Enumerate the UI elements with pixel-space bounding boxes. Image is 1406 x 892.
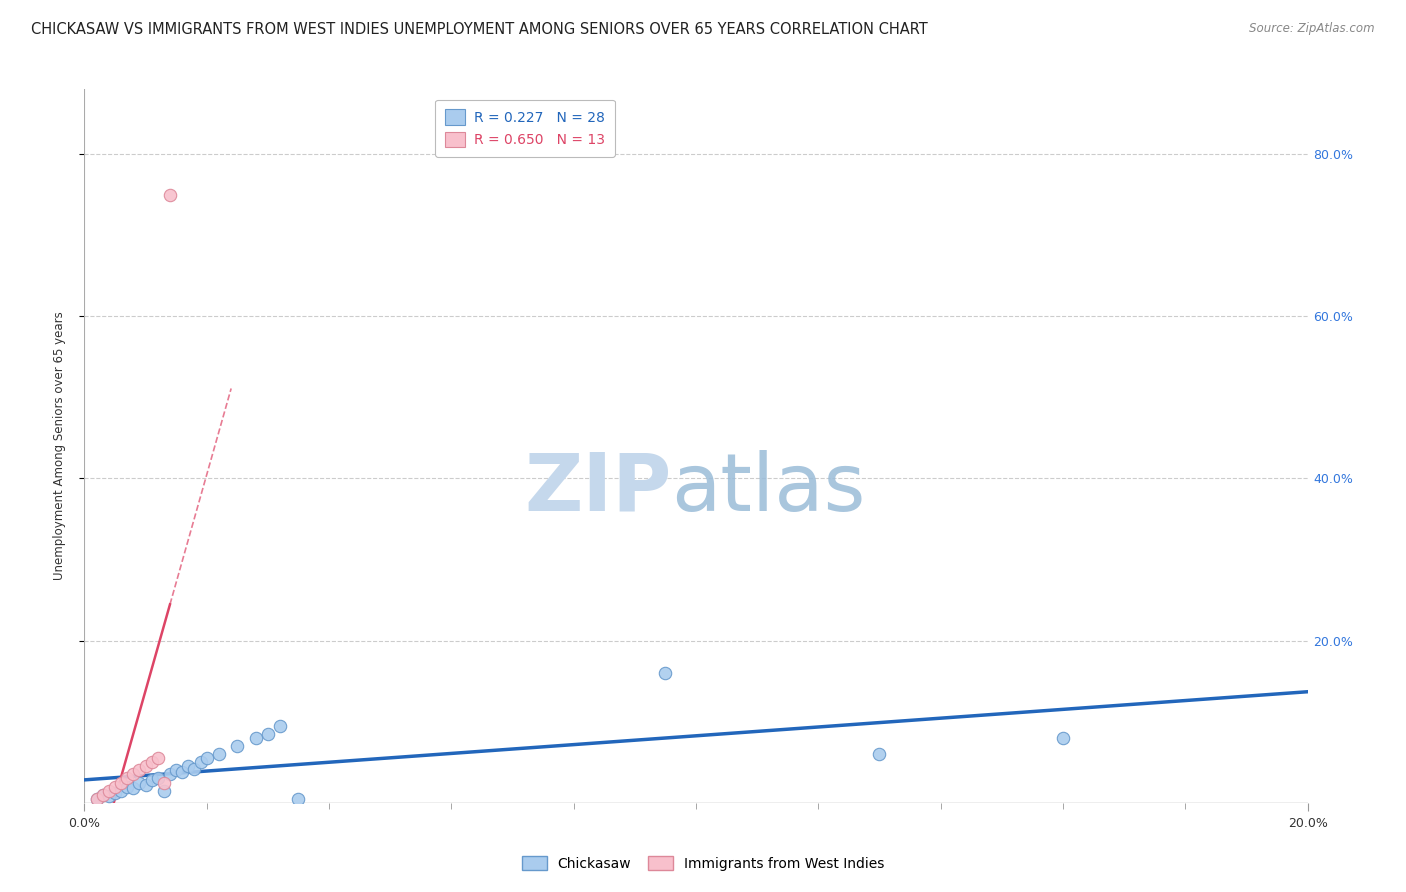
Point xyxy=(110,775,132,789)
Point xyxy=(115,772,138,786)
Point xyxy=(287,791,309,805)
Point xyxy=(146,751,169,765)
Point xyxy=(104,786,127,800)
Point xyxy=(183,762,205,776)
Legend: Chickasaw, Immigrants from West Indies: Chickasaw, Immigrants from West Indies xyxy=(516,850,890,876)
Point xyxy=(115,780,138,794)
Point xyxy=(97,783,120,797)
Point xyxy=(135,759,157,773)
Point xyxy=(122,781,145,796)
Point xyxy=(245,731,267,745)
Point xyxy=(104,780,127,794)
Point xyxy=(91,788,114,802)
Point xyxy=(122,767,145,781)
Text: Source: ZipAtlas.com: Source: ZipAtlas.com xyxy=(1250,22,1375,36)
Text: atlas: atlas xyxy=(672,450,866,528)
Point xyxy=(195,751,218,765)
Point xyxy=(269,719,291,733)
Point xyxy=(1052,731,1074,745)
Point xyxy=(110,783,132,797)
Text: CHICKASAW VS IMMIGRANTS FROM WEST INDIES UNEMPLOYMENT AMONG SENIORS OVER 65 YEAR: CHICKASAW VS IMMIGRANTS FROM WEST INDIES… xyxy=(31,22,928,37)
Point xyxy=(146,772,169,786)
Point xyxy=(86,791,108,805)
Point xyxy=(128,775,150,789)
Point xyxy=(172,764,194,779)
Y-axis label: Unemployment Among Seniors over 65 years: Unemployment Among Seniors over 65 years xyxy=(53,311,66,581)
Point xyxy=(153,775,176,789)
Point xyxy=(141,756,163,770)
Point xyxy=(128,764,150,778)
Point xyxy=(257,727,280,741)
Point xyxy=(153,783,176,797)
Point xyxy=(141,773,163,788)
Point xyxy=(159,767,181,781)
Point xyxy=(135,778,157,792)
Text: ZIP: ZIP xyxy=(524,450,672,528)
Point xyxy=(177,759,200,773)
Point xyxy=(97,789,120,804)
Point xyxy=(226,739,249,753)
Point xyxy=(165,764,187,778)
Point xyxy=(654,666,676,681)
Point xyxy=(190,756,212,770)
Point xyxy=(86,791,108,805)
Point xyxy=(869,747,891,761)
Point xyxy=(159,187,181,202)
Point xyxy=(208,747,231,761)
Legend: R = 0.227   N = 28, R = 0.650   N = 13: R = 0.227 N = 28, R = 0.650 N = 13 xyxy=(434,100,614,156)
Point xyxy=(91,788,114,802)
